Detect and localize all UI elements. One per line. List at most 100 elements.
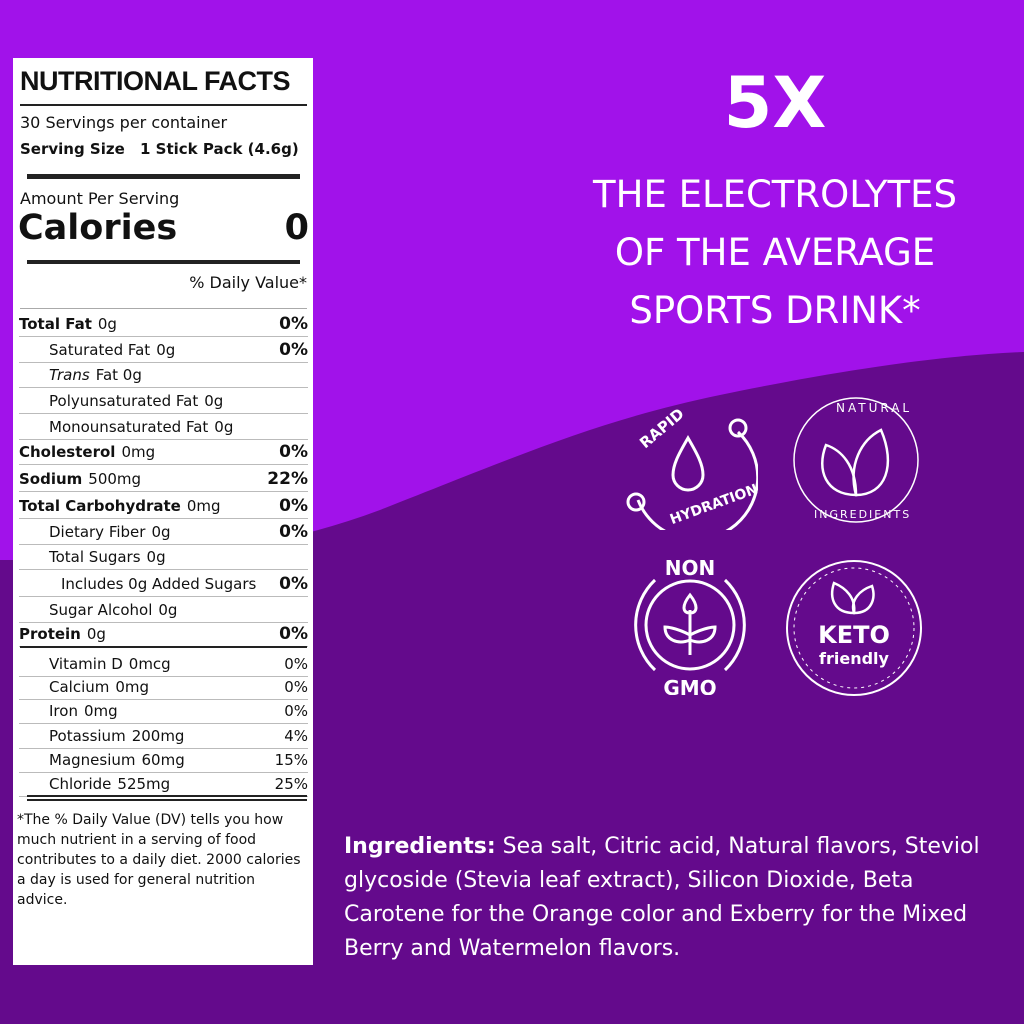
- nutrient-name: Calcium 0mg: [19, 678, 284, 696]
- nutrient-amount: 0g: [86, 624, 106, 643]
- nutrient-name: Saturated Fat 0g: [19, 341, 279, 359]
- nutrient-label: Monounsaturated Fat: [49, 417, 209, 436]
- nutrient-name: Sugar Alcohol 0g: [19, 601, 308, 619]
- nutrient-row: Includes 0g Added Sugars 0%: [19, 571, 308, 597]
- nutrient-amount: 500mg: [88, 469, 142, 488]
- nutrient-label: Trans: [49, 365, 90, 384]
- keto-friendly-badge: KETO friendly: [786, 560, 922, 696]
- nutrient-daily-value: 15%: [274, 750, 308, 769]
- non-gmo-badge: NON GMO: [634, 556, 746, 695]
- nutrient-label: Sodium: [19, 469, 83, 488]
- nutrient-amount: Fat 0g: [95, 365, 142, 384]
- nutrient-name: Cholesterol 0mg: [19, 443, 279, 461]
- headline-5x: 5X: [723, 62, 827, 144]
- nutrient-name: Protein 0g: [19, 625, 279, 643]
- nutrient-label: Magnesium: [49, 750, 136, 769]
- nutrient-name: Potassium 200mg: [19, 727, 284, 745]
- nutrient-label: Sugar Alcohol: [49, 600, 153, 619]
- nutrient-label: Iron: [49, 701, 78, 720]
- amount-per-serving: Amount Per Serving: [20, 189, 180, 208]
- nutrient-amount: 0mg: [115, 677, 150, 696]
- nutrient-row: Calcium 0mg 0%: [19, 674, 308, 700]
- calories-label: Calories: [18, 208, 178, 248]
- nutrient-row: Cholesterol 0mg 0%: [19, 439, 308, 465]
- nutrient-daily-value: 22%: [267, 468, 308, 489]
- nutrient-row: Iron 0mg 0%: [19, 698, 308, 724]
- nutrient-name: Polyunsaturated Fat 0g: [19, 392, 308, 410]
- water-drop-icon: [671, 435, 705, 492]
- nutrient-name: Vitamin D 0mcg: [19, 655, 284, 673]
- nutrient-amount: 0g: [204, 391, 224, 410]
- badge-text: GMO: [663, 676, 716, 695]
- calories-value: 0: [284, 208, 309, 248]
- badge-text: NON: [665, 556, 715, 580]
- nutrient-row: Polyunsaturated Fat 0g: [19, 388, 308, 414]
- nutrient-label: Polyunsaturated Fat: [49, 391, 199, 410]
- nutrient-name: Monounsaturated Fat 0g: [19, 418, 308, 436]
- divider: [27, 260, 300, 264]
- nutrient-amount: 0mg: [83, 701, 118, 720]
- headline-line: THE ELECTROLYTES: [593, 173, 957, 216]
- servings-per-container: 30 Servings per container: [20, 113, 228, 132]
- nutrient-amount: 0g: [158, 600, 178, 619]
- nutrient-label: Protein: [19, 624, 81, 643]
- nutrient-label: Includes 0g Added Sugars: [61, 574, 257, 593]
- nutrient-amount: 0g: [156, 340, 176, 359]
- ingredients-label: Ingredients:: [344, 834, 496, 859]
- nutrient-amount: 0g: [97, 314, 117, 333]
- sprout-icon: [663, 592, 717, 655]
- nutrient-row: Monounsaturated Fat 0g: [19, 414, 308, 440]
- badge-text: KETO: [818, 621, 890, 649]
- daily-value-header: % Daily Value*: [189, 273, 307, 292]
- rapid-hydration-badge: RAPID HYDRATION: [626, 405, 758, 530]
- nutrient-amount: 0g: [151, 522, 171, 541]
- nutrient-label: Total Fat: [19, 314, 92, 333]
- nutrient-name: Total Fat 0g: [19, 315, 279, 333]
- nutrient-name: Dietary Fiber 0g: [19, 523, 279, 541]
- nutrient-daily-value: 0%: [279, 313, 308, 334]
- divider: [27, 799, 307, 801]
- nutrient-label: Saturated Fat: [49, 340, 151, 359]
- nutrient-daily-value: 0%: [279, 521, 308, 542]
- divider: [20, 104, 307, 106]
- nutrient-amount: 200mg: [131, 726, 185, 745]
- nutrient-row: Total Sugars 0g: [19, 544, 308, 570]
- nutrient-name: Chloride 525mg: [19, 775, 275, 793]
- nutrient-amount: 0g: [146, 547, 166, 566]
- nutrient-daily-value: 0%: [279, 495, 308, 516]
- serving-size-label: Serving Size: [20, 140, 125, 158]
- nutrient-daily-value: 0%: [284, 677, 308, 696]
- nutrient-label: Total Sugars: [49, 547, 141, 566]
- nutrient-label: Chloride: [49, 774, 112, 793]
- nutrient-row: Dietary Fiber 0g 0%: [19, 519, 308, 545]
- ingredients-list: Sea salt, Citric acid, Natural flavors, …: [344, 834, 980, 961]
- badge-text: INGREDIENTS: [814, 508, 911, 521]
- nutrient-daily-value: 0%: [284, 701, 308, 720]
- label-title: NUTRITIONAL FACTS: [20, 66, 291, 96]
- natural-ingredients-badge: NATURAL INGREDIENTS: [793, 397, 919, 523]
- nutrient-amount: 60mg: [141, 750, 185, 769]
- nutrient-label: Cholesterol: [19, 442, 116, 461]
- nutrient-amount: 0mg: [121, 442, 156, 461]
- nutrient-row: Magnesium 60mg 15%: [19, 747, 308, 773]
- headline-line: OF THE AVERAGE: [614, 231, 936, 274]
- footnote: *The % Daily Value (DV) tells you how mu…: [17, 812, 301, 908]
- nutrient-name: Iron 0mg: [19, 702, 284, 720]
- nutrient-label: Dietary Fiber: [49, 522, 146, 541]
- nutrient-daily-value: 0%: [279, 339, 308, 360]
- nutrient-name: Includes 0g Added Sugars: [19, 575, 279, 593]
- nutrient-daily-value: 4%: [284, 726, 308, 745]
- nutrient-amount: 0mcg: [128, 654, 171, 673]
- nutrient-row: Saturated Fat 0g 0%: [19, 337, 308, 363]
- serving-size-value: 1 Stick Pack (4.6g): [140, 140, 299, 158]
- leaves-icon: [830, 581, 875, 615]
- nutrient-row: Sugar Alcohol 0g: [19, 597, 308, 623]
- nutrient-daily-value: 0%: [284, 654, 308, 673]
- nutrient-name: Total Carbohydrate 0mg: [19, 497, 279, 515]
- nutrient-row: Sodium 500mg 22%: [19, 466, 308, 492]
- badge-text: NATURAL: [836, 401, 912, 415]
- badge-text: friendly: [819, 649, 890, 668]
- nutrient-daily-value: 0%: [279, 441, 308, 462]
- nutrient-daily-value: 25%: [274, 774, 308, 793]
- divider: [27, 795, 307, 797]
